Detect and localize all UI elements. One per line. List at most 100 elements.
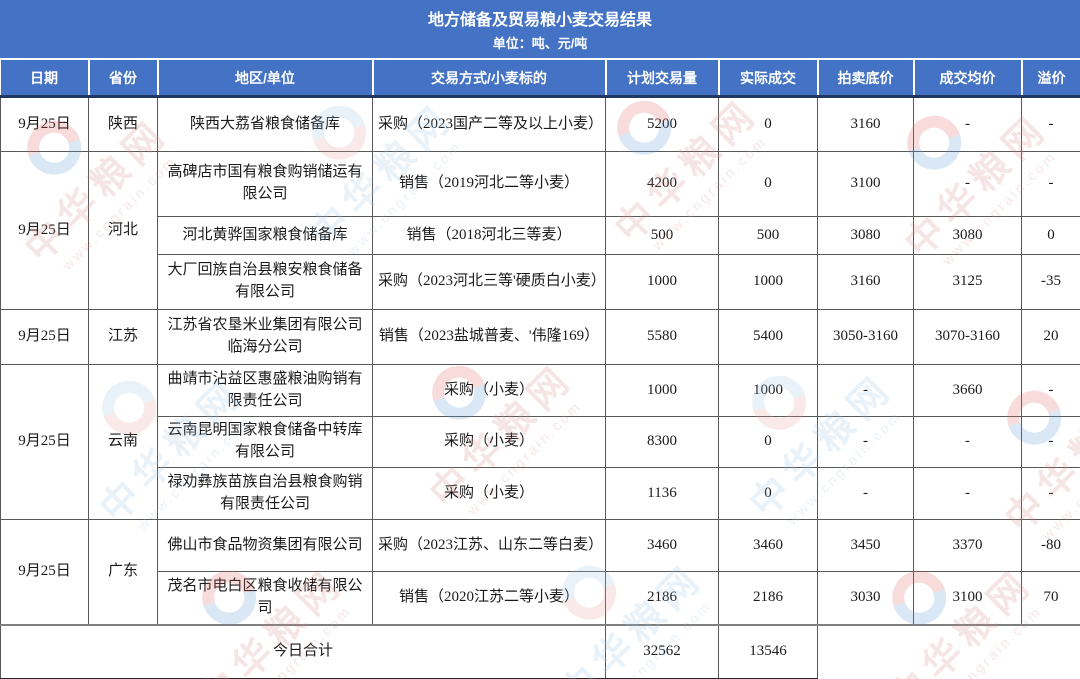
table-row: 茂名市电白区粮食收储有限公司 销售（2020江苏二等小麦） 2186 2186 … (1, 571, 1080, 625)
cell-avg: - (913, 151, 1022, 217)
cell-method: 采购（小麦） (372, 364, 606, 417)
cell-province: 云南 (88, 364, 158, 520)
cell-actual: 0 (718, 467, 818, 520)
table-row: 9月25日 河北 高碑店市国有粮食购销储运有限公司 销售（2019河北二等小麦）… (0, 151, 1080, 310)
table-title: 地方储备及贸易粮小麦交易结果 (427, 12, 652, 29)
table-row: 9月25日 陕西 陕西大荔省粮食储备库 采购（2023国产二等及以上小麦） 52… (0, 96, 1080, 152)
cell-planned: 1000 (605, 364, 719, 417)
table-row: 云南昆明国家粮食储备中转库有限公司 采购（小麦） 8300 0 - - - (1, 416, 1080, 468)
table-row: 禄劝彝族苗族自治县粮食购销有限责任公司 采购（小麦） 1136 0 - - - (1, 467, 1080, 520)
cell-actual: 1000 (718, 364, 818, 417)
col-header-method: 交易方式/小麦标的 (371, 60, 606, 98)
cell-method: 采购（2023江苏、山东二等白麦） (372, 519, 606, 572)
cell-avg: 3125 (913, 254, 1022, 310)
cell-avg: 3070-3160 (913, 309, 1022, 365)
cell-avg: 3660 (913, 364, 1022, 417)
cell-actual: 0 (718, 96, 818, 152)
cell-method: 销售（2023盐城普麦、'伟隆169） (372, 309, 606, 365)
cell-method: 采购（小麦） (372, 416, 606, 468)
cell-actual: 5400 (718, 309, 818, 365)
cell-actual: 0 (718, 416, 818, 468)
cell-premium: - (1021, 416, 1080, 468)
cell-actual: 1000 (718, 254, 818, 310)
cell-floor: 3050-3160 (817, 309, 914, 365)
col-header-date: 日期 (0, 60, 89, 98)
cell-avg: 3100 (913, 571, 1022, 625)
cell-unit: 佛山市食品物资集团有限公司 (157, 519, 373, 572)
cell-unit: 江苏省农垦米业集团有限公司临海分公司 (157, 309, 373, 365)
results-table: 日期 省份 地区/单位 交易方式/小麦标的 计划交易量 实际成交 拍卖底价 成交… (0, 60, 1080, 679)
cell-premium: - (1021, 151, 1080, 217)
cell-planned: 1136 (605, 467, 719, 520)
cell-unit: 曲靖市沾益区惠盛粮油购销有限责任公司 (157, 364, 373, 417)
cell-planned: 3460 (605, 519, 719, 572)
cell-province: 河北 (88, 151, 158, 310)
table-row: 大厂回族自治县粮安粮食储备有限公司 采购（2023河北三等'硬质白小麦） 100… (1, 254, 1080, 310)
col-header-planned-volume: 计划交易量 (604, 60, 719, 98)
col-header-unit: 地区/单位 (156, 60, 373, 98)
cell-floor: 3080 (817, 216, 914, 255)
cell-planned: 500 (605, 216, 719, 255)
cell-floor: - (817, 467, 914, 520)
cell-unit: 禄劝彝族苗族自治县粮食购销有限责任公司 (157, 467, 373, 520)
cell-planned: 5580 (605, 309, 719, 365)
cell-actual: 3460 (718, 519, 818, 572)
cell-floor: - (817, 416, 914, 468)
cell-planned: 8300 (605, 416, 719, 468)
cell-avg: - (913, 467, 1022, 520)
title-block: 地方储备及贸易粮小麦交易结果 单位：吨、元/吨 (0, 0, 1080, 60)
cell-method: 销售（2018河北三等麦） (372, 216, 606, 255)
cell-province: 江苏 (88, 309, 158, 365)
table-row: 9月25日 江苏 江苏省农垦米业集团有限公司临海分公司 销售（2023盐城普麦、… (0, 309, 1080, 365)
cell-date: 9月25日 (0, 364, 89, 520)
cell-unit: 大厂回族自治县粮安粮食储备有限公司 (157, 254, 373, 310)
table-row: 9月25日 广东 佛山市食品物资集团有限公司 采购（2023江苏、山东二等白麦）… (0, 519, 1080, 625)
cell-date: 9月25日 (0, 96, 89, 152)
cell-actual: 0 (718, 151, 818, 217)
cell-premium: 70 (1021, 571, 1080, 625)
header-row: 日期 省份 地区/单位 交易方式/小麦标的 计划交易量 实际成交 拍卖底价 成交… (0, 60, 1080, 98)
cell-actual: 500 (718, 216, 818, 255)
cell-unit: 云南昆明国家粮食储备中转库有限公司 (157, 416, 373, 468)
cell-method: 采购（2023国产二等及以上小麦） (372, 96, 606, 152)
unit-note: 单位：吨、元/吨 (492, 36, 588, 51)
col-header-floor-price: 拍卖底价 (816, 60, 914, 98)
cell-unit: 陕西大荔省粮食储备库 (157, 96, 373, 152)
cell-premium: 0 (1021, 216, 1080, 255)
col-header-province: 省份 (87, 60, 158, 98)
cell-floor: 3100 (817, 151, 914, 217)
cell-planned: 2186 (605, 571, 719, 625)
cell-date: 9月25日 (0, 519, 89, 625)
cell-unit: 高碑店市国有粮食购销储运有限公司 (157, 151, 373, 217)
table-row: 9月25日 云南 曲靖市沾益区惠盛粮油购销有限责任公司 采购（小麦） 1000 … (0, 364, 1080, 520)
table-row: 河北黄骅国家粮食储备库 销售（2018河北三等麦） 500 500 3080 3… (1, 216, 1080, 255)
cell-method: 采购（2023河北三等'硬质白小麦） (372, 254, 606, 310)
cell-date: 9月25日 (0, 151, 89, 310)
cell-premium: -35 (1021, 254, 1080, 310)
col-header-avg-price: 成交均价 (912, 60, 1022, 98)
cell-unit: 茂名市电白区粮食收储有限公司 (157, 571, 373, 625)
cell-province: 广东 (88, 519, 158, 625)
cell-floor: 3450 (817, 519, 914, 572)
cell-floor: 3160 (817, 96, 914, 152)
cell-premium: - (1021, 96, 1080, 152)
cell-avg: - (913, 96, 1022, 152)
total-row: 今日合计 32562 13546 (0, 623, 1080, 679)
cell-premium: - (1021, 467, 1080, 520)
total-empty-cell (817, 623, 1080, 679)
cell-method: 销售（2019河北二等小麦） (372, 151, 606, 217)
cell-method: 采购（小麦） (372, 467, 606, 520)
total-actual: 13546 (718, 623, 818, 679)
cell-actual: 2186 (718, 571, 818, 625)
cell-premium: - (1021, 364, 1080, 417)
cell-floor: 3160 (817, 254, 914, 310)
cell-unit: 河北黄骅国家粮食储备库 (157, 216, 373, 255)
cell-avg: 3080 (913, 216, 1022, 255)
cell-date: 9月25日 (0, 309, 89, 365)
cell-planned: 4200 (605, 151, 719, 217)
cell-premium: 20 (1021, 309, 1080, 365)
cell-avg: 3370 (913, 519, 1022, 572)
col-header-actual-deal: 实际成交 (717, 60, 818, 98)
cell-method: 销售（2020江苏二等小麦） (372, 571, 606, 625)
